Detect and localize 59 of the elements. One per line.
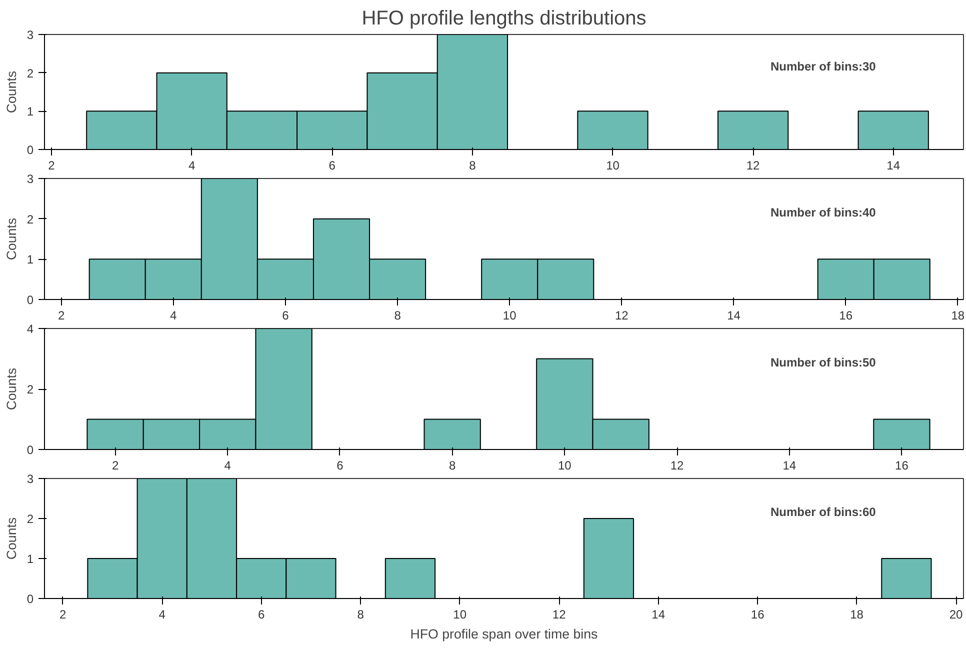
x-tick-label: 20 [949, 608, 964, 622]
x-tick-label: 4 [224, 458, 232, 472]
x-tick-label: 16 [895, 458, 909, 472]
annotation: Number of bins:30 [770, 60, 876, 74]
x-tick-label: 14 [652, 608, 666, 622]
x-axis-title: HFO profile span over time bins [410, 626, 598, 642]
y-tick-label: 0 [26, 592, 34, 606]
x-tick-label: 2 [112, 458, 119, 472]
y-tick-label: 3 [26, 172, 34, 186]
annotation: Number of bins:40 [770, 205, 876, 220]
y-tick-label: 4 [26, 322, 34, 336]
x-tick-label: 8 [394, 308, 402, 322]
x-tick-label: 2 [58, 308, 65, 322]
y-tick-label: 3 [26, 472, 34, 486]
x-tick-label: 12 [552, 608, 566, 622]
y-tick-label: 1 [26, 552, 34, 566]
y-axis-title: Counts [4, 70, 19, 114]
x-tick-label: 2 [60, 608, 67, 622]
x-tick-label: 4 [170, 308, 178, 322]
x-tick-label: 6 [282, 308, 290, 322]
chart-title: HFO profile lengths distributions [362, 8, 646, 30]
x-tick-label: 18 [951, 308, 965, 322]
y-axis-title: Counts [4, 368, 19, 410]
x-tick-label: 12 [746, 158, 760, 172]
x-tick-label: 12 [615, 308, 629, 322]
x-tick-label: 4 [158, 608, 166, 622]
annotation: Number of bins:60 [770, 505, 876, 520]
y-tick-label: 0 [26, 143, 34, 157]
y-tick-label: 2 [26, 212, 34, 226]
y-tick-label: 2 [26, 382, 34, 396]
annotation: Number of bins:50 [770, 355, 876, 370]
x-tick-label: 14 [782, 458, 796, 472]
x-tick-label: 6 [258, 608, 266, 622]
x-tick-label: 14 [886, 158, 900, 172]
x-tick-label: 16 [750, 608, 765, 622]
y-tick-label: 1 [26, 104, 34, 119]
x-tick-label: 18 [850, 608, 864, 622]
x-tick-label: 10 [606, 158, 620, 172]
x-tick-label: 8 [469, 158, 476, 172]
y-tick-label: 0 [26, 293, 34, 307]
x-tick-label: 16 [839, 308, 853, 322]
y-tick-label: 1 [26, 252, 34, 267]
x-tick-label: 10 [502, 308, 517, 322]
x-tick-label: 8 [448, 458, 456, 472]
x-tick-label: 8 [357, 608, 364, 622]
x-tick-label: 6 [328, 158, 336, 172]
x-tick-label: 10 [453, 608, 467, 622]
x-tick-label: 12 [670, 458, 684, 472]
x-tick-label: 4 [188, 158, 196, 172]
x-tick-label: 2 [48, 158, 56, 172]
y-axis-title: Counts [4, 218, 19, 260]
y-tick-label: 0 [26, 443, 34, 457]
y-axis-title: Counts [4, 517, 19, 560]
y-tick-label: 2 [26, 66, 34, 80]
y-tick-label: 2 [26, 512, 34, 526]
x-tick-label: 6 [336, 458, 344, 472]
x-tick-label: 10 [558, 458, 572, 472]
x-tick-label: 14 [727, 308, 741, 322]
y-tick-label: 3 [26, 28, 34, 42]
